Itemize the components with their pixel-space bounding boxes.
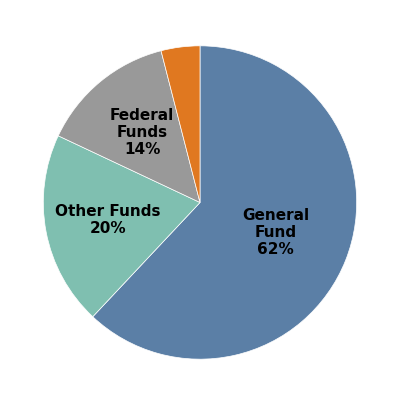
Wedge shape bbox=[93, 46, 357, 359]
Wedge shape bbox=[43, 136, 200, 317]
Wedge shape bbox=[161, 46, 200, 202]
Text: Federal
Funds
14%: Federal Funds 14% bbox=[110, 108, 174, 158]
Wedge shape bbox=[58, 51, 200, 202]
Text: General
Fund
62%: General Fund 62% bbox=[242, 208, 309, 258]
Text: Other Funds
20%: Other Funds 20% bbox=[55, 204, 160, 236]
